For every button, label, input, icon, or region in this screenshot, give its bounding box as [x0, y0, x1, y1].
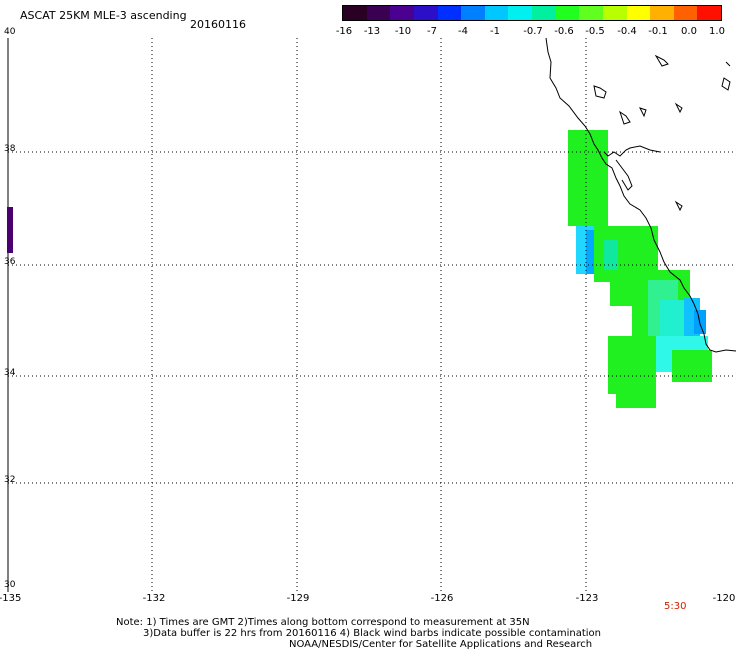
colorbar-segment [626, 6, 651, 20]
colorbar-segment [602, 6, 627, 20]
colorbar-segment [508, 6, 532, 20]
colorbar-label: -4 [458, 26, 468, 37]
lon-label-123: -123 [575, 593, 599, 604]
lon-label-129: -129 [286, 593, 310, 604]
colorbar-label: -7 [427, 26, 437, 37]
colorbar-segment [366, 6, 391, 20]
lat-label-38: 38 [4, 144, 16, 154]
colorbar-labels: -16 -13 -10 -7 -4 -1 -0.7 -0.6 -0.5 -0.4… [336, 26, 725, 38]
colorbar-label: -0.6 [554, 26, 574, 37]
colorbar-label: -0.4 [617, 26, 637, 37]
colorbar-label: -1 [490, 26, 500, 37]
data-strip-left [7, 207, 13, 253]
footer-note-1: Note: 1) Times are GMT 2)Times along bot… [116, 617, 530, 628]
colorbar-label: -13 [363, 26, 381, 37]
lon-label-132: -132 [142, 593, 166, 604]
lat-label-40: 40 [4, 27, 16, 37]
colorbar-segment [413, 6, 438, 20]
coastline [545, 37, 737, 353]
colorbar [342, 5, 722, 21]
map-date: 20160116 [190, 18, 246, 31]
lat-label-30: 30 [4, 580, 16, 590]
map-title: ASCAT 25KM MLE-3 ascending [20, 9, 187, 22]
colorbar-label: 1.0 [709, 26, 725, 37]
lon-label-126: -126 [430, 593, 454, 604]
time-label: 5:30 [664, 601, 687, 612]
lat-label-34: 34 [4, 368, 16, 378]
lon-label-135: -135 [0, 593, 22, 604]
colorbar-segment [555, 6, 580, 20]
footer-note-2: 3)Data buffer is 22 hrs from 20160116 4)… [143, 628, 601, 639]
graticule [8, 38, 735, 592]
colorbar-segment [461, 6, 485, 20]
lat-label-32: 32 [4, 475, 16, 485]
colorbar-label: -0.1 [648, 26, 668, 37]
colorbar-segment [390, 6, 414, 20]
footer-credit: NOAA/NESDIS/Center for Satellite Applica… [289, 639, 593, 650]
colorbar-segment [532, 6, 556, 20]
colorbar-segment [579, 6, 603, 20]
lat-label-36: 36 [4, 257, 16, 267]
data-swath [568, 130, 712, 408]
colorbar-segment [697, 6, 721, 20]
lon-label-120: -120 [712, 593, 736, 604]
colorbar-segment [673, 6, 698, 20]
colorbar-label: -16 [335, 26, 353, 37]
colorbar-label: -0.5 [585, 26, 605, 37]
colorbar-segment [484, 6, 509, 20]
colorbar-label: -10 [394, 26, 412, 37]
colorbar-segment [343, 6, 367, 20]
colorbar-segment [437, 6, 462, 20]
colorbar-segment [650, 6, 674, 20]
colorbar-label: -0.7 [523, 26, 543, 37]
colorbar-label: 0.0 [681, 26, 697, 37]
